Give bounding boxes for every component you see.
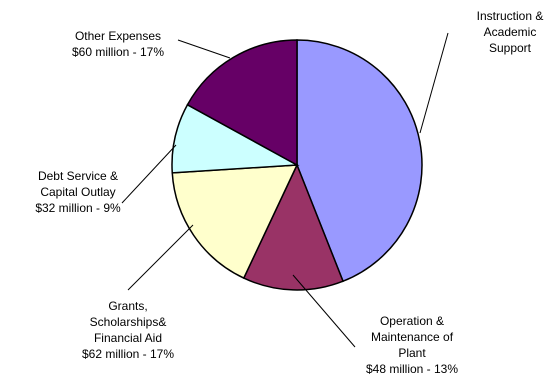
leader-line-instruction — [419, 32, 449, 134]
slice-label-line: Capital Outlay — [40, 185, 115, 199]
slice-label-line: $62 million - 17% — [82, 347, 174, 361]
pie-slice-grants — [171, 164, 299, 280]
slice-label-line: $48 million - 13% — [366, 362, 458, 376]
pie-slice-instruction — [296, 39, 423, 283]
leader-line-debt — [121, 144, 177, 204]
leader-line-operation — [292, 274, 356, 348]
slice-label-line: $60 million - 17% — [72, 45, 164, 59]
slice-label-line: Academic — [484, 25, 537, 39]
slice-label-line: Instruction & — [477, 9, 544, 23]
pie-slice-operation — [242, 163, 344, 291]
slice-label-instruction: Instruction & Academic Support — [477, 9, 544, 55]
slice-label-operation: Operation & Maintenance of Plant $48 millio… — [366, 314, 458, 376]
pie-slice-other — [186, 39, 298, 167]
slice-label-line: Scholarships& — [90, 315, 167, 329]
slice-label-line: Financial Aid — [94, 331, 162, 345]
leader-line-grants — [127, 224, 194, 291]
pie-slices — [171, 39, 423, 291]
slice-label-line: Grants, — [108, 299, 147, 313]
slice-label-line: Maintenance of — [371, 330, 454, 344]
slice-label-grants: Grants, Scholarships& Financial Aid $62 mil… — [82, 299, 174, 361]
leader-lines — [121, 32, 449, 348]
slice-label-debt: Debt Service & Capital Outlay $32 million … — [35, 169, 121, 215]
slice-labels: Instruction & Academic Support Operation & M… — [35, 9, 543, 376]
slice-label-line: Operation & — [380, 314, 444, 328]
slice-label-line: $32 million - 9% — [35, 201, 121, 215]
slice-label-line: Support — [489, 41, 532, 55]
leader-line-other — [177, 39, 231, 59]
slice-label-other: Other Expenses $60 million - 17% — [72, 29, 164, 59]
slice-label-line: Plant — [398, 346, 426, 360]
slice-label-line: Other Expenses — [75, 29, 161, 43]
slice-label-line: Debt Service & — [38, 169, 118, 183]
